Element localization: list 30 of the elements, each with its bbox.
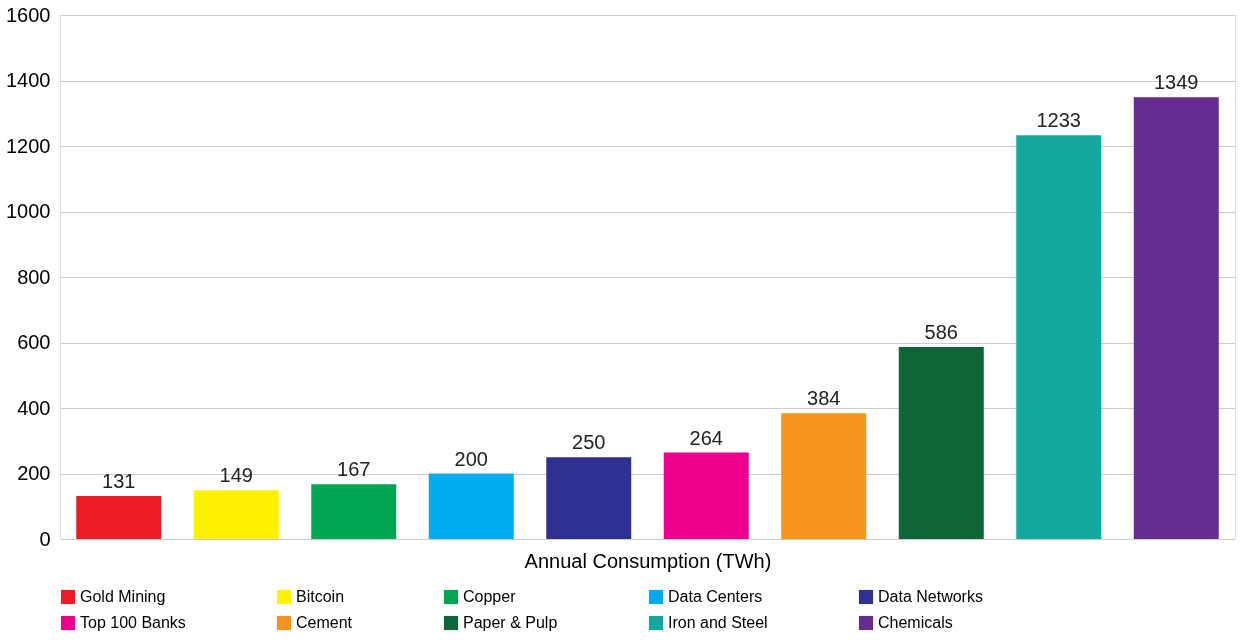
y-tick-label: 0 bbox=[39, 527, 51, 550]
y-tick-label: 1600 bbox=[6, 3, 51, 26]
data-label: 1349 bbox=[1154, 71, 1199, 94]
legend-label: Paper & Pulp bbox=[463, 614, 558, 631]
data-label: 131 bbox=[102, 470, 136, 493]
data-label: 586 bbox=[924, 321, 958, 344]
legend-label: Top 100 Banks bbox=[80, 614, 186, 631]
y-tick-label: 1200 bbox=[6, 134, 51, 157]
data-label: 149 bbox=[219, 464, 253, 487]
y-tick-label: 400 bbox=[17, 396, 51, 419]
legend-label: Copper bbox=[463, 588, 517, 605]
data-label: 384 bbox=[807, 387, 841, 410]
legend-label: Bitcoin bbox=[296, 588, 345, 605]
data-label: 264 bbox=[689, 426, 723, 449]
legend-label: Data Centers bbox=[668, 588, 763, 605]
legend-label: Chemicals bbox=[878, 614, 953, 631]
data-label: 250 bbox=[572, 431, 606, 454]
x-axis-title: Annual Consumption (TWh) bbox=[524, 549, 772, 572]
legend-label: Cement bbox=[296, 614, 353, 631]
legend-label: Gold Mining bbox=[80, 588, 166, 605]
data-label: 167 bbox=[337, 458, 371, 481]
data-label: 200 bbox=[454, 447, 488, 470]
legend-label: Iron and Steel bbox=[668, 614, 768, 631]
y-tick-label: 1400 bbox=[6, 69, 51, 91]
y-tick-label: 800 bbox=[17, 265, 51, 288]
y-tick-label: 200 bbox=[17, 462, 51, 484]
data-label: 1233 bbox=[1036, 109, 1081, 132]
y-tick-label: 600 bbox=[17, 331, 51, 353]
legend-label: Data Networks bbox=[878, 588, 983, 605]
y-tick-label: 1000 bbox=[6, 200, 51, 222]
